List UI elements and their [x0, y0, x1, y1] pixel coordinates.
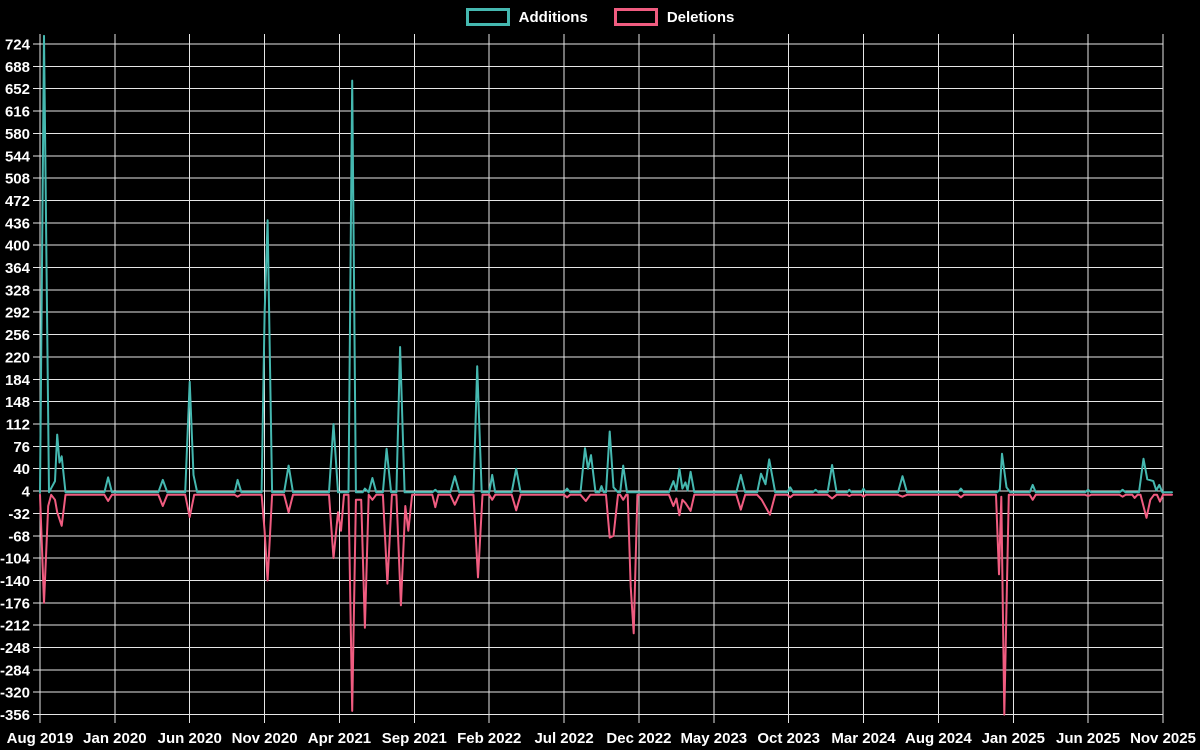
y-axis-tick-label: 76 — [13, 439, 30, 456]
y-axis-tick-label: 652 — [5, 81, 30, 98]
y-axis-tick-label: -284 — [0, 662, 31, 679]
x-axis-tick-label: Jun 2025 — [1056, 730, 1120, 747]
x-axis-tick-label: May 2023 — [680, 730, 747, 747]
x-axis-tick-label: Dec 2022 — [606, 730, 671, 747]
x-axis: Aug 2019 Jan 2020 Jun 2020 Nov 2020 Apr 2021… — [7, 730, 1196, 747]
y-axis-tick-label: 184 — [5, 372, 31, 389]
deletions-swatch-icon — [613, 8, 658, 26]
y-axis-tick-label: 112 — [6, 417, 30, 434]
y-axis-tick-label: -248 — [0, 640, 30, 657]
y-axis-tick-label: 436 — [5, 215, 30, 232]
y-axis-tick-label: 400 — [5, 238, 30, 255]
x-axis-tick-label: Jun 2020 — [158, 730, 222, 747]
y-axis-tick-label: 472 — [5, 193, 30, 210]
x-axis-tick-label: Nov 2025 — [1130, 730, 1196, 747]
y-axis-tick-label: -68 — [8, 528, 30, 545]
x-axis-tick-label: Jul 2022 — [534, 730, 593, 747]
x-axis-tick-label: Aug 2019 — [7, 730, 74, 747]
deletions-line — [39, 493, 1173, 716]
chart-legend: Additions Deletions — [0, 6, 1200, 28]
y-axis-tick-label: -356 — [0, 707, 30, 724]
y-axis-tick-label: 328 — [5, 282, 30, 299]
x-axis-tick-label: Oct 2023 — [757, 730, 820, 747]
y-axis-tick-label: -104 — [0, 551, 31, 568]
y-axis-tick-label: 580 — [5, 126, 30, 143]
x-axis-tick-label: Jan 2025 — [982, 730, 1045, 747]
x-axis-tick-label: Feb 2022 — [457, 730, 521, 747]
y-axis: 724 688 652 616 580 544 508 472 436 400 364 328 292 2… — [0, 37, 31, 725]
y-axis-tick-label: -212 — [0, 618, 30, 635]
legend-item-additions[interactable]: Additions — [465, 8, 588, 26]
y-axis-tick-label: 4 — [22, 484, 31, 501]
y-axis-tick-label: 220 — [5, 349, 30, 366]
y-axis-tick-label: 148 — [5, 394, 30, 411]
y-axis-tick-label: 292 — [5, 305, 30, 322]
x-axis-tick-label: Apr 2021 — [308, 730, 371, 747]
y-axis-tick-label: 256 — [5, 327, 30, 344]
y-axis-tick-label: -176 — [0, 595, 30, 612]
x-axis-tick-label: Aug 2024 — [905, 730, 972, 747]
x-axis-tick-label: Nov 2020 — [232, 730, 298, 747]
deletions-legend-label: Deletions — [666, 8, 735, 26]
x-axis-tick-label: Mar 2024 — [831, 730, 896, 747]
y-axis-tick-label: -320 — [0, 685, 30, 702]
y-axis-tick-label: 508 — [5, 171, 30, 188]
y-axis-tick-label: 616 — [5, 104, 30, 121]
y-axis-tick-label: 724 — [5, 37, 31, 54]
y-axis-tick-label: -32 — [8, 506, 30, 523]
y-axis-tick-label: 40 — [13, 461, 30, 478]
y-axis-tick-label: -140 — [0, 573, 30, 590]
x-axis-tick-label: Jan 2020 — [83, 730, 146, 747]
x-axis-tick-label: Sep 2021 — [382, 730, 447, 747]
y-axis-tick-label: 364 — [5, 260, 31, 277]
y-axis-tick-label: 544 — [5, 148, 31, 165]
legend-item-deletions[interactable]: Deletions — [613, 8, 735, 26]
gridlines — [33, 34, 1164, 723]
y-axis-tick-label: 688 — [5, 59, 30, 76]
additions-line — [39, 34, 1173, 494]
additions-swatch-icon — [465, 8, 510, 26]
additions-legend-label: Additions — [518, 8, 588, 26]
